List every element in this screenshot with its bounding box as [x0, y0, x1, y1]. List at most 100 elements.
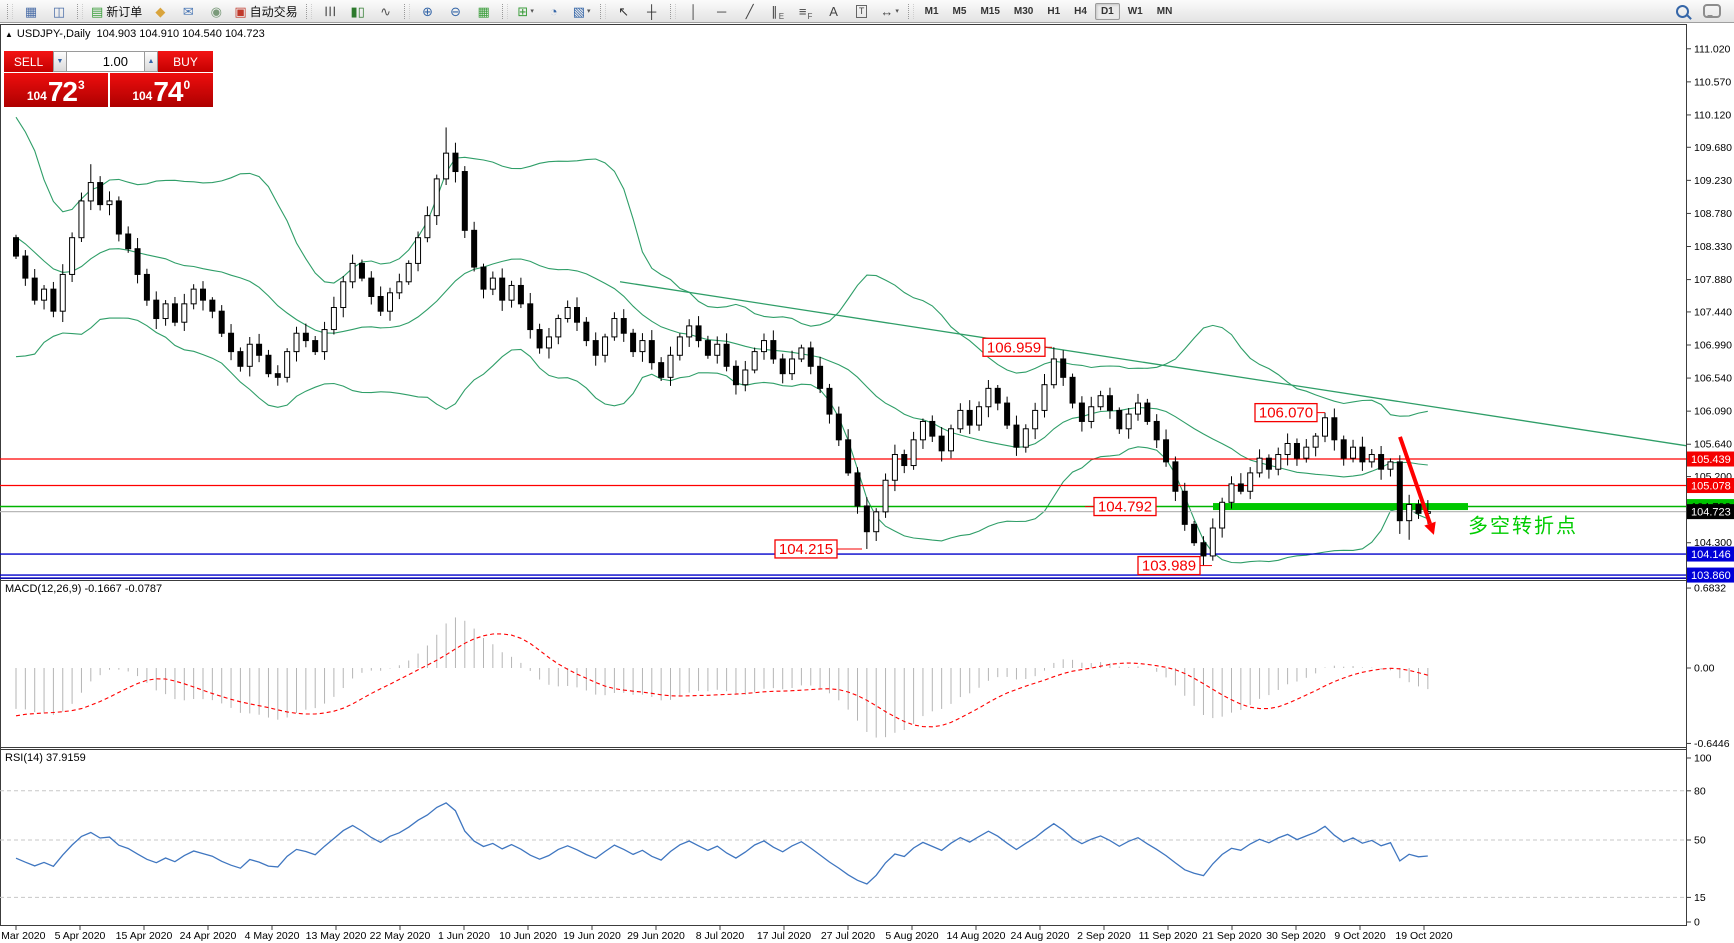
timeframe-m1-button[interactable]: M1: [924, 5, 939, 17]
horizontal-lines[interactable]: [0, 458, 1686, 579]
buy-price-box[interactable]: 104 74 0: [109, 73, 213, 107]
macd-histogram: [15, 617, 1429, 738]
svg-text:29 Jun 2020: 29 Jun 2020: [627, 930, 685, 942]
chart-background: [0, 24, 1734, 926]
label-icon[interactable]: T: [848, 1, 876, 22]
candlestick-icon[interactable]: ▮▯: [350, 3, 365, 19]
svg-text:105.439: 105.439: [1691, 454, 1731, 466]
collapse-trade-panel-icon[interactable]: ▲: [5, 30, 13, 39]
svg-text:109.680: 109.680: [1694, 142, 1732, 154]
svg-text:106.540: 106.540: [1694, 373, 1732, 385]
svg-text:105.640: 105.640: [1694, 439, 1732, 451]
price-axis-tags: 105.439105.078104.792104.723104.146103.8…: [1687, 451, 1734, 583]
template-icon[interactable]: ▧ ▾: [572, 3, 591, 19]
zoom-out-icon[interactable]: ⊖: [450, 3, 462, 19]
svg-text:22 May 2020: 22 May 2020: [370, 930, 431, 942]
svg-text:110.570: 110.570: [1694, 76, 1731, 88]
bar-chart-icon[interactable]: ☰: [322, 5, 338, 17]
cursor-icon[interactable]: ↖: [618, 3, 630, 19]
svg-text:8 Jul 2020: 8 Jul 2020: [696, 930, 745, 942]
volume-increase-button[interactable]: ▲: [144, 51, 158, 72]
svg-text:104.215: 104.215: [779, 541, 833, 558]
signals-icon[interactable]: ◉: [210, 3, 222, 19]
svg-text:0: 0: [1694, 917, 1700, 929]
timeframe-m15-button[interactable]: M15: [980, 5, 1000, 17]
sell-price-box[interactable]: 104 72 3: [4, 73, 108, 107]
trendline-icon[interactable]: ╱: [745, 3, 754, 19]
timeframe-d1-button[interactable]: D1: [1094, 2, 1120, 20]
rsi-levels: [0, 790, 1686, 898]
timeframe-h4-button[interactable]: H4: [1074, 5, 1087, 17]
autotrade-button[interactable]: ▣ 自动交易: [234, 3, 298, 19]
fibonacci-icon[interactable]: ≡ F: [798, 3, 813, 21]
svg-text:11 Sep 2020: 11 Sep 2020: [1139, 930, 1198, 942]
annotation-note[interactable]: 多空转折点: [1468, 514, 1578, 537]
bollinger-bands[interactable]: [15, 116, 1429, 564]
price-note-106.070[interactable]: [1254, 402, 1318, 423]
arrows-icon[interactable]: ↔ ▾: [880, 3, 899, 19]
svg-text:108.330: 108.330: [1694, 241, 1732, 253]
vertical-line-icon[interactable]: │: [689, 3, 698, 19]
timeframe-h1-button[interactable]: H1: [1047, 5, 1061, 17]
price-label-boxes[interactable]: 106.959 106.070 104.792 104.215 103.989: [774, 337, 1325, 576]
trendline-layer[interactable]: [619, 281, 1687, 447]
crosshair-icon[interactable]: ┼: [647, 3, 657, 19]
profiles-icon[interactable]: ◫: [52, 3, 66, 19]
price-note-104.215[interactable]: [774, 539, 838, 559]
svg-text:100: 100: [1694, 753, 1712, 765]
macd-main-value: -0.1667: [84, 583, 122, 595]
svg-text:104.723: 104.723: [1691, 507, 1731, 519]
deposit-icon[interactable]: ◆: [155, 3, 166, 19]
volume-decrease-button[interactable]: ▼: [53, 51, 67, 72]
svg-text:80: 80: [1694, 785, 1706, 797]
svg-text:106.990: 106.990: [1694, 339, 1732, 351]
timeframe-w1-button[interactable]: W1: [1127, 5, 1143, 17]
period-icon[interactable]: ◔: [549, 3, 558, 19]
price-note-104.792[interactable]: [1093, 496, 1157, 517]
svg-text:103.989: 103.989: [1142, 558, 1196, 575]
date-axis[interactable]: 26 Mar 2020 5 Apr 2020 15 Apr 2020 24 Apr 2…: [0, 926, 1453, 942]
text-icon[interactable]: A: [829, 3, 838, 19]
price-note-103.989[interactable]: [1137, 555, 1201, 576]
tile-windows-icon[interactable]: ▦: [477, 3, 490, 19]
community-icon[interactable]: ✉: [182, 3, 194, 19]
price-axis[interactable]: 111.020 110.570 110.120 109.680 109.230 108.7…: [1686, 43, 1732, 929]
zoom-in-icon[interactable]: ⊕: [422, 3, 434, 19]
price-note-106.959[interactable]: [982, 337, 1046, 357]
volume-input[interactable]: 1.00: [67, 51, 144, 72]
timeframe-m5-button[interactable]: M5: [952, 5, 967, 17]
sell-price-pips: 72: [47, 76, 78, 108]
horizontal-line-icon[interactable]: ─: [717, 3, 727, 19]
support-band[interactable]: [1213, 503, 1468, 511]
new-order-button[interactable]: ▤ 新订单: [91, 3, 143, 19]
main-toolbar: ▦ ◫ ▤ 新订单 ◆ ✉ ◉ ▣ 自动交易 ☰ ▮▯ ∿ ⊕ ⊖ ▦ ⊞ ▾ ◔ ▧ ▾ ↖ ┼ │ ─ ╱ ∥ E ≡ F A T ↔ ▾ M…: [0, 0, 1734, 23]
descending-trendline[interactable]: [619, 281, 1687, 447]
svg-text:109.230: 109.230: [1694, 175, 1732, 187]
chart-title-line: ▲ USDJPY-,Daily 104.903 104.910 104.540 10…: [5, 28, 265, 40]
add-indicator-icon[interactable]: ⊞ ▾: [517, 3, 534, 19]
timeframe-m30-button[interactable]: M30: [1013, 5, 1034, 17]
support-band-layer[interactable]: [1213, 503, 1468, 511]
new-chart-icon[interactable]: ▦: [24, 3, 38, 19]
svg-text:14 Aug 2020: 14 Aug 2020: [947, 930, 1006, 942]
svg-text:5 Aug 2020: 5 Aug 2020: [885, 930, 938, 942]
svg-text:105.078: 105.078: [1691, 481, 1731, 493]
chart-symbol-label: USDJPY-,Daily: [16, 28, 91, 40]
chat-icon[interactable]: [1703, 4, 1721, 18]
svg-text:15: 15: [1694, 892, 1706, 904]
svg-text:0.00: 0.00: [1694, 663, 1715, 675]
svg-text:107.440: 107.440: [1694, 306, 1732, 318]
trend-arrow[interactable]: [1398, 436, 1436, 535]
new-order-button-label: 新订单: [106, 4, 143, 19]
svg-text:5 Apr 2020: 5 Apr 2020: [55, 930, 106, 942]
buy-button[interactable]: BUY: [158, 51, 213, 72]
line-chart-icon[interactable]: ∿: [380, 3, 392, 19]
rsi-line: [15, 802, 1428, 885]
channel-icon[interactable]: ∥ E: [771, 3, 785, 21]
candles: [13, 127, 1431, 566]
rsi-value: 37.9159: [45, 752, 86, 764]
search-icon[interactable]: [1676, 4, 1689, 18]
timeframe-mn-button[interactable]: MN: [1156, 5, 1173, 17]
sell-button[interactable]: SELL: [4, 51, 53, 72]
